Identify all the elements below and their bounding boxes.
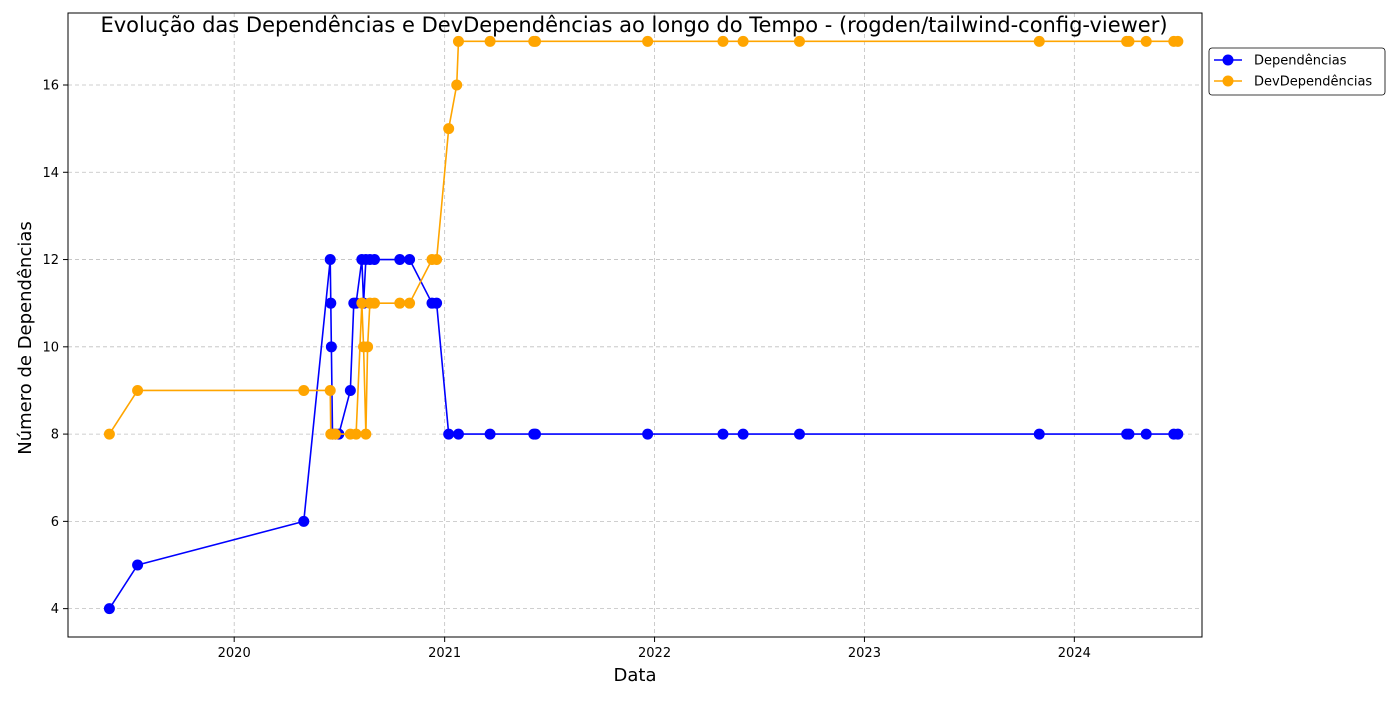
y-tick-label: 6 (51, 515, 59, 530)
data-point (404, 254, 416, 266)
chart-title: Evolução das Dependências e DevDependênc… (100, 13, 1167, 37)
x-tick-label: 2023 (848, 646, 881, 661)
data-point (1140, 428, 1152, 440)
data-point (1123, 428, 1135, 440)
y-tick-label: 16 (42, 79, 59, 94)
y-tick-label: 4 (51, 602, 59, 617)
y-axis-label: Número de Dependências (15, 221, 36, 455)
data-point (350, 428, 362, 440)
data-point (356, 297, 368, 309)
data-point (443, 123, 455, 135)
data-point (369, 254, 381, 266)
x-tick-label: 2024 (1058, 646, 1091, 661)
data-point (298, 384, 310, 396)
data-point (642, 35, 654, 47)
data-point (530, 35, 542, 47)
data-point (1033, 428, 1045, 440)
data-point (793, 428, 805, 440)
data-point (717, 428, 729, 440)
legend-marker (1222, 75, 1234, 87)
data-point (443, 428, 455, 440)
data-point (452, 428, 464, 440)
legend-label: Dependências (1254, 54, 1347, 69)
data-point (431, 297, 443, 309)
data-point (717, 35, 729, 47)
series-layer (103, 35, 1184, 615)
data-point (132, 559, 144, 571)
y-tick-label: 12 (42, 253, 59, 268)
data-point (530, 428, 542, 440)
data-point (369, 297, 381, 309)
grid-layer (68, 13, 1202, 637)
x-tick-label: 2021 (428, 646, 461, 661)
data-point (394, 297, 406, 309)
data-point (484, 428, 496, 440)
data-point (324, 384, 336, 396)
data-point (1123, 35, 1135, 47)
data-point (362, 341, 374, 353)
x-axis-label: Data (614, 665, 657, 686)
data-point (1140, 35, 1152, 47)
data-point (360, 428, 372, 440)
data-point (1172, 428, 1184, 440)
data-point (344, 384, 356, 396)
data-point (325, 297, 337, 309)
data-point (324, 254, 336, 266)
data-point (329, 428, 341, 440)
data-point (642, 428, 654, 440)
data-point (394, 254, 406, 266)
legend: Dependências DevDependências (1208, 47, 1386, 96)
x-tick-label: 2022 (638, 646, 671, 661)
data-point (451, 79, 463, 91)
data-point (132, 384, 144, 396)
data-point (404, 297, 416, 309)
axes-frame (67, 12, 1203, 638)
y-tick-label: 8 (51, 428, 59, 443)
y-tick-label: 10 (42, 340, 59, 355)
data-point (737, 428, 749, 440)
data-point (103, 603, 115, 615)
data-point (484, 35, 496, 47)
series-2 (103, 35, 1184, 440)
x-tick-label: 2020 (218, 646, 251, 661)
y-tick-label: 14 (42, 166, 59, 181)
data-point (1033, 35, 1045, 47)
data-point (298, 515, 310, 527)
legend-marker (1222, 54, 1234, 66)
data-point (793, 35, 805, 47)
legend-label: DevDependências (1254, 75, 1372, 90)
data-point (325, 341, 337, 353)
data-point (431, 254, 443, 266)
legend-box (1208, 47, 1386, 96)
data-point (452, 35, 464, 47)
tick-layer: 2020 2021 2022 2023 2024 4 6 8 10 12 14 16 (42, 79, 1090, 662)
series-line (108, 40, 1178, 435)
data-point (103, 428, 115, 440)
data-point (1172, 35, 1184, 47)
data-point (737, 35, 749, 47)
